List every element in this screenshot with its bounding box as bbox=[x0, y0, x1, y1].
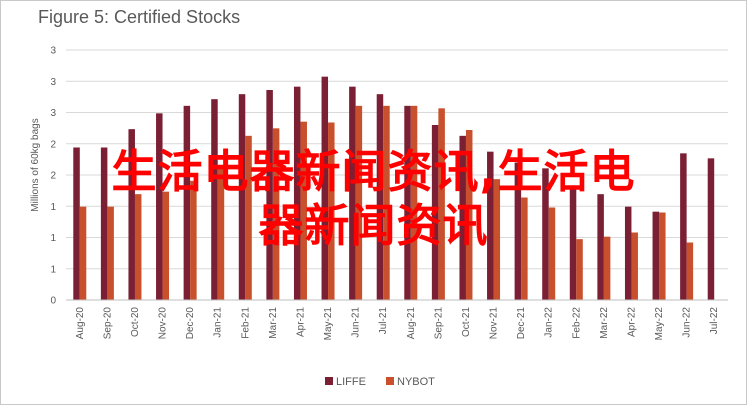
bar-nybot-aug-21 bbox=[410, 105, 418, 300]
x-tick-label: Feb-22 bbox=[571, 307, 582, 339]
x-tick-label: Aug-20 bbox=[75, 307, 86, 340]
y-tick-label: 1 bbox=[50, 202, 56, 213]
bar-liffe-oct-20 bbox=[128, 129, 135, 300]
bar-liffe-jan-21 bbox=[211, 99, 218, 301]
x-tick-label: Sep-21 bbox=[433, 307, 444, 340]
bar-liffe-may-21 bbox=[321, 76, 329, 301]
x-axis-ticks: Aug-20 Sep-20 Oct-20 Nov-20 Dec-20 Jan-21 Feb-… bbox=[75, 307, 720, 341]
gridlines bbox=[66, 49, 728, 270]
bar-nybot-nov-21 bbox=[493, 179, 501, 300]
x-tick-label: Jul-22 bbox=[709, 307, 720, 335]
y-tick-label: 3 bbox=[50, 46, 56, 57]
bar-liffe-jul-22 bbox=[707, 158, 715, 300]
bar-nybot-oct-21 bbox=[465, 130, 473, 300]
x-tick-label: Jun-22 bbox=[682, 307, 693, 338]
x-tick-label: Oct-21 bbox=[461, 307, 472, 337]
y-tick-label: 2 bbox=[50, 139, 56, 150]
bar-nybot-may-21 bbox=[328, 122, 335, 300]
x-tick-label: Mar-21 bbox=[268, 307, 279, 339]
bar-nybot-jun-22 bbox=[686, 242, 694, 300]
x-tick-label: Feb-21 bbox=[240, 307, 251, 339]
x-tick-label: Mar-22 bbox=[599, 307, 610, 339]
x-tick-label: Jun-21 bbox=[351, 307, 362, 338]
x-tick-label: Aug-21 bbox=[406, 307, 417, 340]
bar-liffe-sep-21 bbox=[431, 125, 439, 300]
bar-liffe-dec-21 bbox=[514, 162, 522, 300]
x-tick-label: Oct-20 bbox=[130, 307, 141, 337]
bar-nybot-nov-20 bbox=[162, 191, 170, 300]
y-tick-label: 2 bbox=[50, 171, 56, 182]
bar-nybot-sep-21 bbox=[438, 108, 445, 300]
bar-nybot-feb-22 bbox=[576, 239, 583, 300]
bar-liffe-may-22 bbox=[652, 211, 660, 300]
bar-liffe-aug-21 bbox=[404, 105, 411, 300]
x-tick-label: Apr-22 bbox=[626, 307, 637, 337]
legend-label-liffe: LIFFE bbox=[336, 376, 366, 388]
bar-liffe-apr-21 bbox=[293, 86, 301, 301]
bar-nybot-apr-22 bbox=[631, 232, 638, 300]
x-tick-label: Jan-22 bbox=[544, 307, 555, 338]
x-tick-label: Jul-21 bbox=[378, 307, 389, 335]
legend-label-nybot: NYBOT bbox=[397, 376, 435, 388]
bar-nybot-jan-22 bbox=[548, 207, 556, 300]
bar-liffe-feb-22 bbox=[569, 189, 577, 300]
bar-nybot-dec-21 bbox=[521, 197, 528, 300]
y-axis-ticks: 3 3 3 2 2 1 1 1 0 bbox=[50, 46, 56, 307]
bars bbox=[73, 76, 715, 301]
bar-liffe-nov-21 bbox=[487, 151, 494, 300]
x-tick-label: Nov-21 bbox=[489, 307, 500, 340]
bar-liffe-jun-21 bbox=[349, 86, 356, 301]
bar-liffe-jan-22 bbox=[542, 168, 549, 300]
bar-nybot-aug-20 bbox=[79, 206, 87, 300]
y-tick-label: 3 bbox=[50, 77, 56, 88]
bar-nybot-mar-21 bbox=[272, 128, 280, 300]
bar-nybot-jul-21 bbox=[383, 105, 390, 300]
bar-liffe-jul-21 bbox=[376, 94, 384, 301]
legend-swatch-nybot bbox=[386, 377, 394, 385]
bar-liffe-oct-21 bbox=[459, 135, 466, 300]
y-tick-label: 1 bbox=[50, 264, 56, 275]
bar-liffe-dec-20 bbox=[183, 105, 191, 300]
legend: LIFFE NYBOT bbox=[325, 376, 435, 388]
x-tick-label: May-22 bbox=[654, 307, 665, 341]
bar-liffe-apr-22 bbox=[624, 206, 632, 300]
x-tick-label: Apr-21 bbox=[295, 307, 306, 337]
bar-nybot-jun-21 bbox=[355, 105, 363, 300]
y-tick-label: 0 bbox=[50, 296, 56, 307]
bar-nybot-jan-21 bbox=[217, 168, 225, 300]
chart-title: Figure 5: Certified Stocks bbox=[38, 7, 241, 27]
bar-liffe-aug-20 bbox=[73, 147, 80, 300]
x-tick-label: Dec-21 bbox=[516, 307, 527, 340]
x-tick-label: May-21 bbox=[323, 307, 334, 341]
bar-liffe-sep-20 bbox=[100, 147, 108, 300]
legend-swatch-liffe bbox=[325, 377, 333, 385]
bar-liffe-nov-20 bbox=[156, 113, 163, 300]
bar-nybot-dec-20 bbox=[190, 180, 197, 300]
y-tick-label: 1 bbox=[50, 233, 56, 244]
x-tick-label: Nov-20 bbox=[158, 307, 169, 340]
x-tick-label: Dec-20 bbox=[185, 307, 196, 340]
bar-nybot-apr-21 bbox=[300, 121, 307, 301]
bar-nybot-mar-22 bbox=[603, 236, 611, 300]
bar-nybot-feb-21 bbox=[245, 135, 252, 300]
x-tick-label: Sep-20 bbox=[102, 307, 113, 340]
bar-nybot-sep-20 bbox=[107, 206, 114, 300]
bar-nybot-may-22 bbox=[659, 212, 666, 300]
x-tick-label: Jan-21 bbox=[213, 307, 224, 338]
bar-liffe-mar-22 bbox=[597, 194, 604, 300]
y-axis-label: Millions of 60kg bags bbox=[30, 118, 41, 211]
bar-nybot-oct-20 bbox=[134, 194, 142, 300]
bar-liffe-jun-22 bbox=[680, 153, 687, 300]
bar-liffe-mar-21 bbox=[266, 90, 273, 300]
y-tick-label: 3 bbox=[50, 108, 56, 119]
bar-liffe-feb-21 bbox=[238, 94, 246, 301]
